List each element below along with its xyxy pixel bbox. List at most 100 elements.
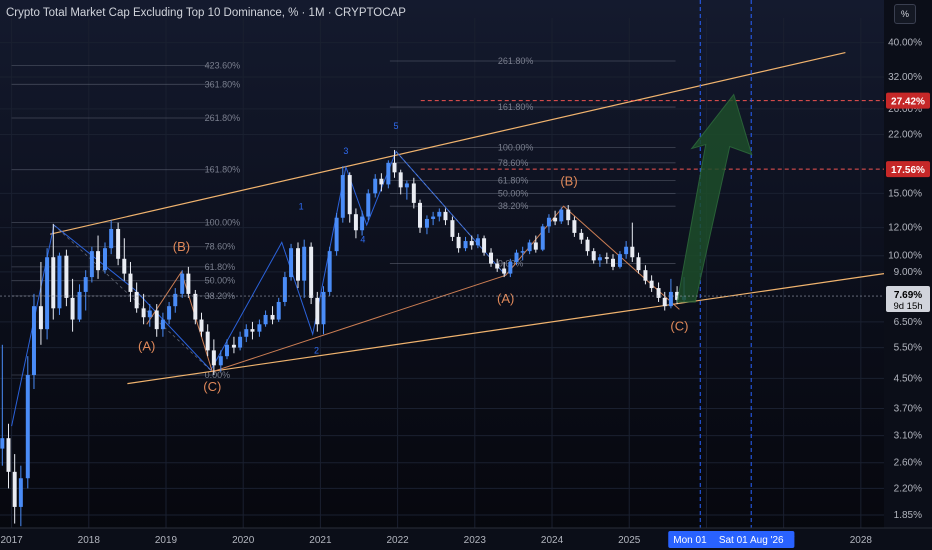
price-axis-tick: 15.00% (888, 188, 922, 199)
candle-body (624, 246, 629, 255)
correction-wave-path (146, 205, 680, 373)
candle-body (327, 251, 332, 292)
candle-body (508, 261, 513, 274)
impulse-wave-label: 5 (394, 121, 399, 131)
fib-level-label: 61.80% (205, 262, 236, 272)
time-axis-tick: 2019 (155, 535, 178, 546)
candle-body (45, 257, 50, 330)
date-marker-badge (708, 531, 795, 548)
candle-body (553, 217, 558, 222)
percent-scale-button[interactable]: % (894, 4, 916, 24)
candle-body (211, 350, 216, 366)
candle-body (404, 183, 409, 188)
candle-body (51, 257, 56, 309)
time-axis-tick: 2018 (78, 535, 101, 546)
candle-body (347, 175, 352, 215)
candle-body (282, 277, 287, 302)
candle-body (546, 217, 551, 227)
target-level-badge (886, 92, 930, 109)
candle-body (392, 162, 397, 173)
candle-body (617, 254, 622, 267)
target-level-badge (886, 161, 930, 178)
correction-wave-label: (B) (560, 173, 577, 188)
correction-wave-label: (C) (203, 379, 221, 394)
candle-body (103, 248, 107, 271)
impulse-wave-label: 2 (314, 345, 319, 355)
price-axis-tick: 6.50% (894, 317, 922, 328)
fib-level-label: 61.80% (498, 176, 529, 186)
candle-body (231, 344, 236, 348)
correction-wave-label: (A) (497, 291, 514, 306)
price-axis-tick: 1.85% (894, 510, 922, 521)
candle-body (96, 251, 101, 271)
price-axis-tick: 5.50% (894, 343, 922, 354)
current-price-badge (886, 286, 930, 313)
candle-body (38, 306, 43, 330)
candle-body (475, 238, 480, 246)
fib-level-label: 100.00% (498, 143, 534, 153)
candle-body (386, 162, 391, 185)
candle-body (25, 375, 30, 479)
candle-body (360, 216, 365, 231)
candle-body (18, 478, 23, 507)
candle-body (649, 280, 654, 289)
candle-body (263, 314, 268, 325)
candle-body (134, 291, 139, 309)
price-axis-tick: 32.00% (888, 72, 922, 83)
candle-body (31, 306, 36, 376)
price-axis-tick: 9.00% (894, 267, 922, 278)
candle-body (520, 251, 525, 253)
price-axis-tick: 40.00% (888, 38, 922, 49)
candle-body (109, 228, 114, 249)
candle-body (411, 183, 416, 203)
candle-body (218, 356, 223, 366)
candle-body (270, 314, 275, 320)
candle-body (122, 258, 127, 274)
candle-body (469, 241, 474, 246)
candle-body (489, 252, 494, 264)
fib-level-label: 361.80% (205, 79, 241, 89)
fib-level-label: 50.00% (205, 276, 236, 286)
candle-body (597, 257, 602, 261)
channel-upper-line (50, 51, 846, 235)
candle-body (205, 331, 210, 351)
candle-body (495, 263, 500, 269)
price-axis-tick: 26.00% (888, 104, 922, 115)
price-axis-tick: 3.10% (894, 431, 922, 442)
impulse-wave-label: 1 (299, 202, 304, 212)
candle-body (591, 251, 596, 261)
candle-body (636, 257, 641, 271)
candle-body (334, 217, 339, 252)
candle-body (0, 438, 5, 449)
candle-body (585, 239, 590, 252)
price-axis-tick: 2.20% (894, 483, 922, 494)
candle-body (154, 310, 159, 330)
candle-body (379, 178, 384, 185)
price-axis-panel (884, 0, 932, 550)
price-axis-tick: 4.50% (894, 373, 922, 384)
candle-body (579, 232, 584, 240)
fib-level-label: 100.00% (205, 218, 241, 228)
candle-body (514, 252, 519, 262)
candle-body (559, 209, 564, 222)
candle-body (353, 214, 358, 231)
candle-body (373, 178, 378, 194)
correction-wave-label: (B) (173, 239, 190, 254)
candle-body (250, 329, 255, 332)
candle-body (566, 209, 571, 221)
candle-body (527, 242, 532, 252)
candle-body (180, 273, 185, 294)
candle-body (662, 297, 667, 307)
impulse-wave-label: 4 (360, 234, 365, 244)
time-axis-tick: 2028 (850, 535, 873, 546)
candle-body (443, 211, 448, 221)
fib-level-label: 423.60% (205, 60, 241, 70)
candle-body (450, 220, 455, 237)
candle-body (238, 336, 243, 348)
fib-level-label: 50.00% (498, 188, 529, 198)
candle-body (456, 236, 461, 249)
current-price-value: 7.69% (894, 290, 922, 301)
candle-body (160, 319, 165, 330)
